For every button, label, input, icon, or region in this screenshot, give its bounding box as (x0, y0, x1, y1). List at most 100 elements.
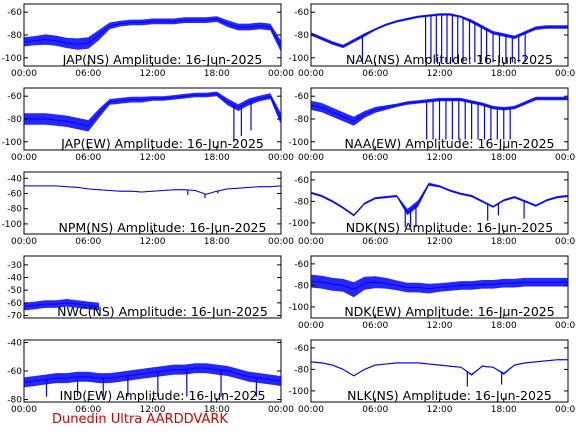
y-tick-label: -60 (7, 299, 22, 309)
x-tick-label: 00:00 (11, 69, 37, 79)
x-tick-label: 00:00 (268, 153, 294, 163)
trace-group (24, 299, 100, 311)
panel: -60 -80 -100 00:00 06:00 12:00 18:00 00:00 JAP(N… (2, 3, 294, 79)
y-tick-label: -80 (7, 205, 22, 215)
x-tick-label: 00:00 (555, 321, 576, 331)
panel-title: NPM(NS) Amplitude: 16-Jun-2025 (59, 220, 267, 235)
y-tick-label: -80 (7, 31, 22, 41)
x-tick-label: 06:00 (362, 69, 388, 79)
y-tick-label: -60 (294, 344, 309, 354)
x-tick-label: 00:00 (555, 405, 576, 415)
panel-title: NDK(NS) Amplitude: 16-Jun-2025 (346, 220, 553, 235)
y-tick-label: -50 (7, 286, 22, 296)
panel-title: NDK(EW) Amplitude: 16-Jun-2025 (344, 304, 554, 319)
y-tick-label: -80 (294, 365, 309, 375)
x-tick-label: 00:00 (298, 153, 324, 163)
trace-group (24, 16, 281, 53)
x-tick-label: 06:00 (75, 237, 101, 247)
panel-title: IND(EW) Amplitude: 16-Jun-2025 (60, 388, 266, 403)
x-tick-label: 18:00 (204, 405, 230, 415)
trace-group (24, 363, 281, 397)
y-tick-label: -70 (7, 312, 22, 322)
amplitude-line (24, 93, 281, 127)
amplitude-line (311, 183, 568, 217)
amplitude-band (24, 299, 99, 311)
y-tick-label: -60 (294, 92, 309, 102)
x-tick-label: 00:00 (268, 69, 294, 79)
y-tick-label: -40 (7, 339, 22, 349)
y-tick-label: -100 (289, 219, 310, 229)
amplitude-line (24, 302, 100, 308)
panel-title: JAP(EW) Amplitude: 16-Jun-2025 (60, 136, 264, 151)
x-tick-label: 18:00 (204, 237, 230, 247)
amplitude-line (311, 14, 568, 47)
y-tick-label: -100 (289, 303, 310, 313)
y-tick-label: -80 (7, 396, 22, 406)
amplitude-line (24, 367, 281, 383)
panel: -60 -80 -100 00:00 06:00 12:00 18:00 00:00 JAP(E… (2, 87, 294, 163)
y-tick-label: -100 (289, 54, 310, 64)
x-tick-label: 18:00 (491, 321, 517, 331)
y-tick-label: -60 (294, 8, 309, 18)
y-tick-label: -60 (7, 367, 22, 377)
trace-group (311, 13, 568, 63)
x-tick-label: 12:00 (427, 237, 453, 247)
x-tick-label: 18:00 (491, 237, 517, 247)
panel-title: JAP(NS) Amplitude: 16-Jun-2025 (62, 52, 263, 67)
x-tick-label: 06:00 (75, 69, 101, 79)
trace-group (311, 96, 568, 140)
y-tick-label: -100 (2, 220, 23, 230)
x-tick-label: 06:00 (362, 321, 388, 331)
amplitude-line (311, 98, 568, 122)
trace-group (311, 274, 568, 298)
y-tick-label: -60 (7, 190, 22, 200)
x-tick-label: 00:00 (298, 237, 324, 247)
x-tick-label: 06:00 (75, 405, 101, 415)
x-tick-label: 00:00 (11, 153, 37, 163)
panel: -60-80-10000:0006:0012:0018:0000:00NLK(N… (289, 339, 576, 415)
panel-title: NAA(EW) Amplitude: 16-Jun-2025 (345, 136, 555, 151)
x-tick-label: 18:00 (491, 153, 517, 163)
amplitude-line (311, 359, 568, 377)
x-tick-label: 12:00 (140, 405, 166, 415)
y-tick-label: -40 (7, 274, 22, 284)
y-tick-label: -100 (2, 54, 23, 64)
y-tick-label: -60 (7, 92, 22, 102)
amplitude-band (311, 274, 568, 298)
amplitude-line (24, 185, 281, 195)
x-tick-label: 00:00 (11, 405, 37, 415)
y-tick-label: -80 (7, 115, 22, 125)
panel-title: NWC(NS) Amplitude: 16-Jun-2025 (57, 304, 268, 319)
amplitude-band (311, 96, 568, 126)
y-tick-label: -80 (294, 197, 309, 207)
x-tick-label: 06:00 (362, 153, 388, 163)
x-tick-label: 18:00 (491, 69, 517, 79)
x-tick-label: 00:00 (268, 405, 294, 415)
y-tick-label: -30 (7, 261, 22, 271)
amplitude-line (24, 18, 281, 47)
y-tick-label: -80 (294, 281, 309, 291)
panel: -60-80-10000:0006:0012:0018:0000:00NAA(N… (289, 3, 576, 79)
amplitude-line (311, 280, 568, 291)
x-tick-label: 00:00 (555, 69, 576, 79)
x-tick-label: 18:00 (204, 153, 230, 163)
y-tick-label: -60 (294, 260, 309, 270)
x-tick-label: 06:00 (362, 237, 388, 247)
y-tick-label: -100 (2, 138, 23, 148)
trace-group (311, 359, 568, 387)
y-tick-label: -100 (289, 138, 310, 148)
footer-label: Dunedin Ultra AARDDVARK (52, 412, 228, 427)
trace-group (24, 185, 281, 199)
y-tick-label: -100 (289, 387, 310, 397)
x-tick-label: 06:00 (362, 405, 388, 415)
x-tick-label: 00:00 (555, 153, 576, 163)
x-tick-label: 00:00 (298, 321, 324, 331)
y-tick-label: -60 (7, 8, 22, 18)
panel-title: NAA(NS) Amplitude: 16-Jun-2025 (346, 52, 553, 67)
x-tick-label: 12:00 (427, 405, 453, 415)
trace-group (24, 91, 281, 142)
y-tick-label: -40 (7, 174, 22, 184)
x-tick-label: 18:00 (204, 69, 230, 79)
